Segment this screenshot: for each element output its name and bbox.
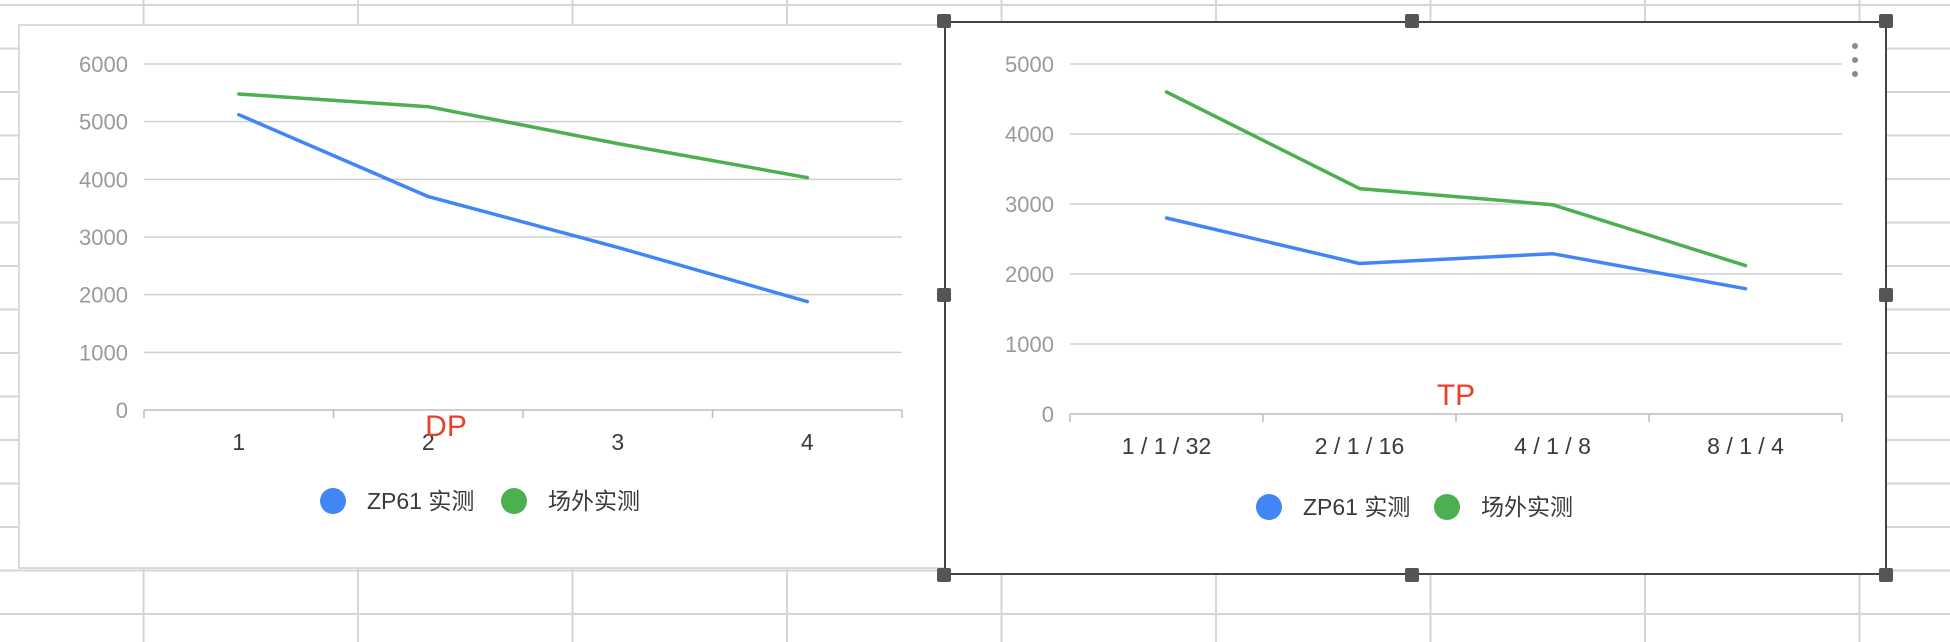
resize-handle-top-left[interactable] xyxy=(937,14,951,28)
dp-x-tick-label: 1 xyxy=(232,429,245,455)
tp-y-tick-label: 4000 xyxy=(1005,122,1054,147)
tp-legend-label: ZP61 实测 xyxy=(1303,494,1410,520)
tp-x-tick-label: 1 / 1 / 32 xyxy=(1122,433,1212,459)
dp-y-tick-label: 2000 xyxy=(79,283,128,308)
resize-handle-middle-left[interactable] xyxy=(937,288,951,302)
resize-handle-bottom-right[interactable] xyxy=(1879,568,1893,582)
dp-chart-title: DP xyxy=(425,410,467,443)
dp-y-tick-label: 3000 xyxy=(79,225,128,250)
dp-series-line-0[interactable] xyxy=(237,112,810,304)
more-options-icon[interactable] xyxy=(1851,43,1859,77)
tp-x-tick-label: 2 / 1 / 16 xyxy=(1315,433,1405,459)
dp-x-tick-label: 3 xyxy=(611,429,624,455)
tp-legend-swatch xyxy=(1256,494,1282,520)
dp-legend-swatch xyxy=(501,488,527,514)
chart-dp-svg: 0 1000 2000 3000 4000 5000 6000 1 2 3 4 DP ZP61 实测 场外… xyxy=(79,52,903,514)
chart-tp-svg: 0 1000 2000 3000 4000 5000 1 / 1 / 32 2 / 1 / 1… xyxy=(1005,52,1843,520)
tp-y-tick-label: 1000 xyxy=(1005,332,1054,357)
tp-y-tick-label: 3000 xyxy=(1005,192,1054,217)
tp-y-tick-label: 2000 xyxy=(1005,262,1054,287)
chart-dp[interactable]: 0 1000 2000 3000 4000 5000 6000 1 2 3 4 DP ZP61 实测 场外… xyxy=(18,24,948,569)
dp-legend-swatch xyxy=(320,488,346,514)
dp-x-tick-label: 4 xyxy=(801,429,814,455)
tp-x-tick-label: 8 / 1 / 4 xyxy=(1707,433,1784,459)
dp-legend-label: ZP61 实测 xyxy=(367,488,474,514)
dp-y-tick-label: 1000 xyxy=(79,340,128,365)
dp-legend-label: 场外实测 xyxy=(548,488,640,514)
dp-y-tick-label: 5000 xyxy=(79,110,128,135)
tp-series-line-1[interactable] xyxy=(1164,90,1748,268)
chart-tp[interactable]: 0 1000 2000 3000 4000 5000 1 / 1 / 32 2 / 1 / 1… xyxy=(944,21,1887,575)
resize-handle-top-center[interactable] xyxy=(1405,14,1419,28)
dp-series-line-1[interactable] xyxy=(237,92,810,180)
resize-handle-middle-right[interactable] xyxy=(1879,288,1893,302)
resize-handle-top-right[interactable] xyxy=(1879,14,1893,28)
resize-handle-bottom-left[interactable] xyxy=(937,568,951,582)
tp-chart-title: TP xyxy=(1437,379,1475,412)
tp-y-tick-label: 5000 xyxy=(1005,52,1054,77)
dp-y-tick-label: 4000 xyxy=(79,167,128,192)
tp-y-tick-label: 0 xyxy=(1042,402,1054,427)
dp-x-tick-label: 2 xyxy=(422,429,435,455)
dp-y-tick-label: 0 xyxy=(116,398,128,423)
tp-series-line-0[interactable] xyxy=(1164,216,1748,291)
tp-x-tick-label: 4 / 1 / 8 xyxy=(1514,433,1591,459)
dp-y-tick-label: 6000 xyxy=(79,52,128,77)
resize-handle-bottom-center[interactable] xyxy=(1405,568,1419,582)
tp-legend-swatch xyxy=(1434,494,1460,520)
tp-legend-label: 场外实测 xyxy=(1481,494,1573,520)
